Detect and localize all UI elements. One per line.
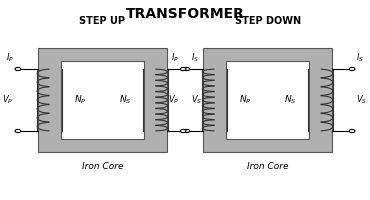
Circle shape [349, 67, 355, 71]
Circle shape [180, 67, 186, 71]
Text: $I_P$: $I_P$ [6, 52, 14, 64]
Text: $V_S$: $V_S$ [191, 94, 202, 106]
Text: $I_P$: $I_P$ [171, 52, 179, 64]
Text: $I_S$: $I_S$ [356, 52, 364, 64]
Text: $N_P$: $N_P$ [239, 94, 252, 106]
Text: $V_S$: $V_S$ [356, 94, 368, 106]
Bar [38, 48, 167, 152]
Bar [61, 61, 144, 139]
Text: TRANSFORMER: TRANSFORMER [125, 7, 245, 21]
Text: $I_S$: $I_S$ [191, 52, 199, 64]
Circle shape [15, 67, 21, 71]
Bar [226, 61, 309, 139]
Text: $N_S$: $N_S$ [118, 94, 131, 106]
Text: Iron Core: Iron Core [82, 162, 123, 171]
Text: $V_P$: $V_P$ [168, 94, 179, 106]
Circle shape [184, 67, 190, 71]
Circle shape [180, 129, 186, 133]
Text: $N_P$: $N_P$ [74, 94, 86, 106]
Text: $N_S$: $N_S$ [284, 94, 296, 106]
Bar [203, 48, 332, 152]
Circle shape [184, 129, 190, 133]
Circle shape [15, 129, 21, 133]
Text: $V_P$: $V_P$ [2, 94, 14, 106]
Text: Iron Core: Iron Core [247, 162, 288, 171]
Text: STEP DOWN: STEP DOWN [235, 16, 301, 26]
Text: STEP UP: STEP UP [79, 16, 125, 26]
Circle shape [349, 129, 355, 133]
